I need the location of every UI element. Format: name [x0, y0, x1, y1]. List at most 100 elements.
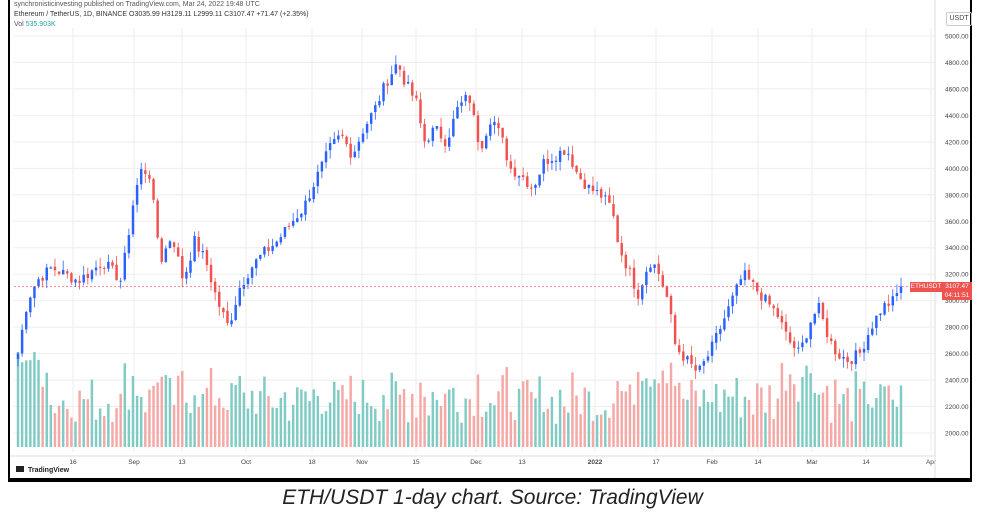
volume-bar	[234, 385, 237, 447]
current-price-tag: 3107.47 04:11:51	[942, 282, 972, 300]
candle-body	[743, 270, 747, 281]
candle-body	[702, 361, 706, 366]
candle-body	[805, 338, 808, 343]
volume-bar	[871, 407, 874, 447]
candle-body	[665, 286, 669, 297]
candle-body	[460, 102, 463, 106]
volume-bar	[797, 401, 800, 447]
volume-bar	[70, 417, 73, 447]
currency-unit-button[interactable]: USDT	[946, 12, 972, 26]
volume-bar	[760, 387, 763, 447]
candle-body	[829, 338, 833, 342]
volume-bar	[312, 389, 315, 447]
candle-body	[599, 189, 603, 198]
candle-body	[37, 279, 40, 287]
candle-body	[809, 322, 812, 340]
candle-body	[780, 315, 784, 323]
candle-body	[562, 150, 566, 155]
candle-body	[115, 264, 118, 281]
volume-bar	[193, 395, 196, 447]
chart-canvas: 5000.00 4800.00 4600.00 4400.00 4200.00 4000.…	[10, 0, 969, 478]
candle-body	[871, 328, 874, 335]
candle-body	[517, 176, 521, 178]
candle-body	[349, 143, 352, 158]
volume-bar	[546, 408, 550, 447]
candle-body	[526, 176, 529, 187]
candle-body	[497, 123, 500, 129]
candle-body	[784, 321, 788, 332]
volume-bar	[41, 386, 44, 447]
volume-bar	[788, 374, 792, 447]
candle-body	[756, 282, 759, 292]
candle-body	[723, 318, 726, 330]
volume-bar	[353, 401, 357, 447]
volume-bar	[337, 389, 340, 447]
candle-body	[842, 357, 845, 359]
volume-bar	[649, 386, 652, 447]
volume-bar	[33, 352, 36, 447]
y-tick-label: 4200.00	[945, 139, 969, 146]
y-tick-label: 3000.00	[945, 298, 969, 305]
candle-body	[534, 185, 537, 188]
candle-body	[891, 296, 895, 306]
candle-body	[493, 121, 496, 126]
volume-bar	[111, 421, 114, 447]
volume-bar	[197, 406, 200, 447]
candle-body	[866, 335, 870, 350]
volume-bar	[345, 399, 348, 447]
candle-body	[813, 313, 816, 324]
volume-bar	[784, 390, 788, 447]
volume-bar	[899, 385, 903, 447]
volume-bar	[480, 416, 484, 447]
volume-bar	[127, 409, 131, 447]
candle-body	[456, 106, 459, 119]
volume-bar	[562, 406, 566, 447]
y-tick-label: 3800.00	[945, 192, 969, 199]
volume-bar	[706, 401, 710, 447]
candle-body	[636, 289, 640, 299]
volume-bar	[300, 389, 303, 447]
volume-bar	[813, 392, 816, 447]
volume-bar	[657, 383, 660, 447]
candle-body	[846, 356, 849, 362]
candle-body	[164, 248, 168, 262]
candle-body	[45, 267, 48, 281]
volume-bar	[895, 406, 899, 447]
candle-body	[727, 306, 730, 318]
x-tick-label: Nov	[356, 459, 368, 466]
candle-body	[669, 296, 673, 315]
candle-body	[604, 195, 607, 197]
symbol-line: Ethereum / TetherUS, 1D, BINANCE O3035.9…	[14, 11, 309, 18]
volume-bar	[739, 417, 743, 447]
volume-bar	[628, 384, 632, 447]
publisher-line: synchronisticinvesting published on Trad…	[14, 1, 260, 8]
tradingview-logo-icon	[16, 466, 24, 472]
volume-bar	[333, 381, 336, 447]
volume-bar	[369, 406, 373, 447]
volume-bar	[148, 389, 151, 447]
candle-body	[78, 280, 81, 283]
candle-body	[357, 141, 361, 151]
volume-bar	[131, 375, 135, 447]
volume-bar	[599, 414, 603, 447]
candle-body	[591, 185, 595, 192]
volume-bar	[29, 360, 32, 447]
volume-bar	[135, 395, 139, 447]
candle-body	[657, 263, 660, 274]
volume-bar	[86, 399, 90, 447]
volume-bar	[213, 405, 217, 447]
candle-body	[185, 271, 188, 279]
candle-body	[653, 264, 656, 268]
candle-body	[390, 74, 393, 86]
y-tick-label: 2000.00	[945, 431, 969, 438]
candle-body	[567, 153, 570, 155]
candle-body	[333, 139, 336, 144]
candle-body	[61, 269, 65, 275]
x-tick-label: 17	[652, 459, 660, 466]
candle-body	[682, 351, 685, 361]
volume-bar	[542, 412, 545, 447]
volume-bar	[805, 365, 808, 447]
candle-body	[521, 175, 525, 178]
candle-body	[324, 151, 328, 163]
candle-body	[411, 82, 414, 96]
